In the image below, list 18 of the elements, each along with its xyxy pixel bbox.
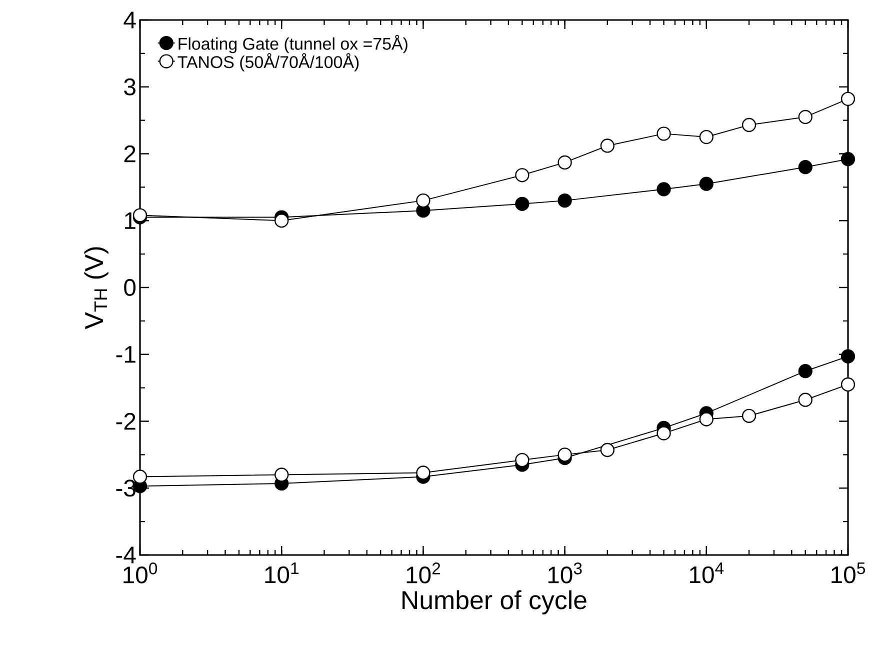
y-tick-label: 4 (124, 12, 136, 28)
x-tick-label: 10$^{2}$ (406, 562, 440, 584)
y-tick-label: 1 (125, 212, 136, 229)
y-tick-label: -4 (116, 546, 136, 564)
x-tick-label: 10$^{5}$ (832, 562, 866, 584)
y-tick-label: -2 (116, 412, 136, 430)
legend-label: Floating Gate (tunnel ox =75Å) (178, 34, 408, 54)
y-tick-label: -1 (116, 346, 136, 363)
x-tick-label: 10$^{4}$ (690, 562, 724, 584)
y-axis-title: V$_{TH}$ (V) (84, 247, 108, 330)
y-tick-label: 0 (124, 279, 136, 296)
x-axis-title: Number of cycle (402, 590, 586, 614)
y-tick-label: 3 (124, 78, 136, 96)
y-tick-label: 2 (124, 145, 136, 162)
x-tick-label: 10$^{3}$ (548, 562, 582, 584)
x-tick-label: 10$^{0}$ (124, 562, 158, 584)
legend-label: TANOS (50Å/70Å/100Å) (178, 53, 359, 72)
x-tick-label: 10$^{1}$ (265, 562, 298, 584)
